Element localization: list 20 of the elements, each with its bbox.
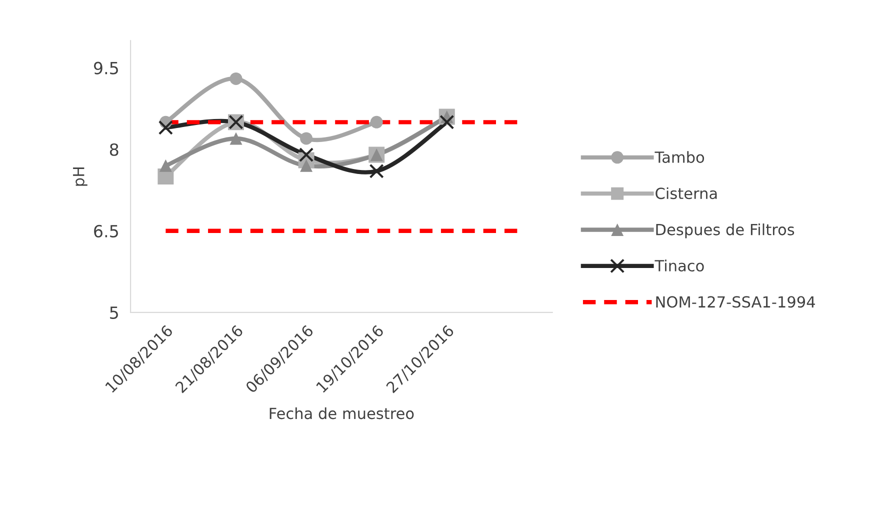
legend-label: Tinaco: [654, 260, 704, 272]
point: [298, 147, 314, 162]
y-tick-label: 5: [110, 306, 118, 319]
legend-label: Despues de Filtros: [656, 223, 794, 238]
y-tick-label: 9.5: [94, 62, 118, 74]
y-axis-title: pH: [73, 167, 88, 186]
point: [369, 164, 384, 178]
legend-label: Cisterna: [656, 187, 717, 200]
point: [440, 114, 454, 130]
legend-label: NOM-127-SSA1-1994: [656, 296, 815, 308]
legend-label: Tambo: [654, 151, 704, 163]
point: [300, 132, 313, 145]
point: [158, 120, 173, 135]
y-tick-label: 6.5: [94, 224, 118, 238]
point: [159, 159, 172, 172]
point: [230, 72, 242, 85]
y-tick-label: 8: [110, 143, 118, 156]
point: [370, 116, 383, 128]
point: [230, 132, 242, 145]
x-axis-title: Fecha de muestreo: [270, 407, 414, 420]
